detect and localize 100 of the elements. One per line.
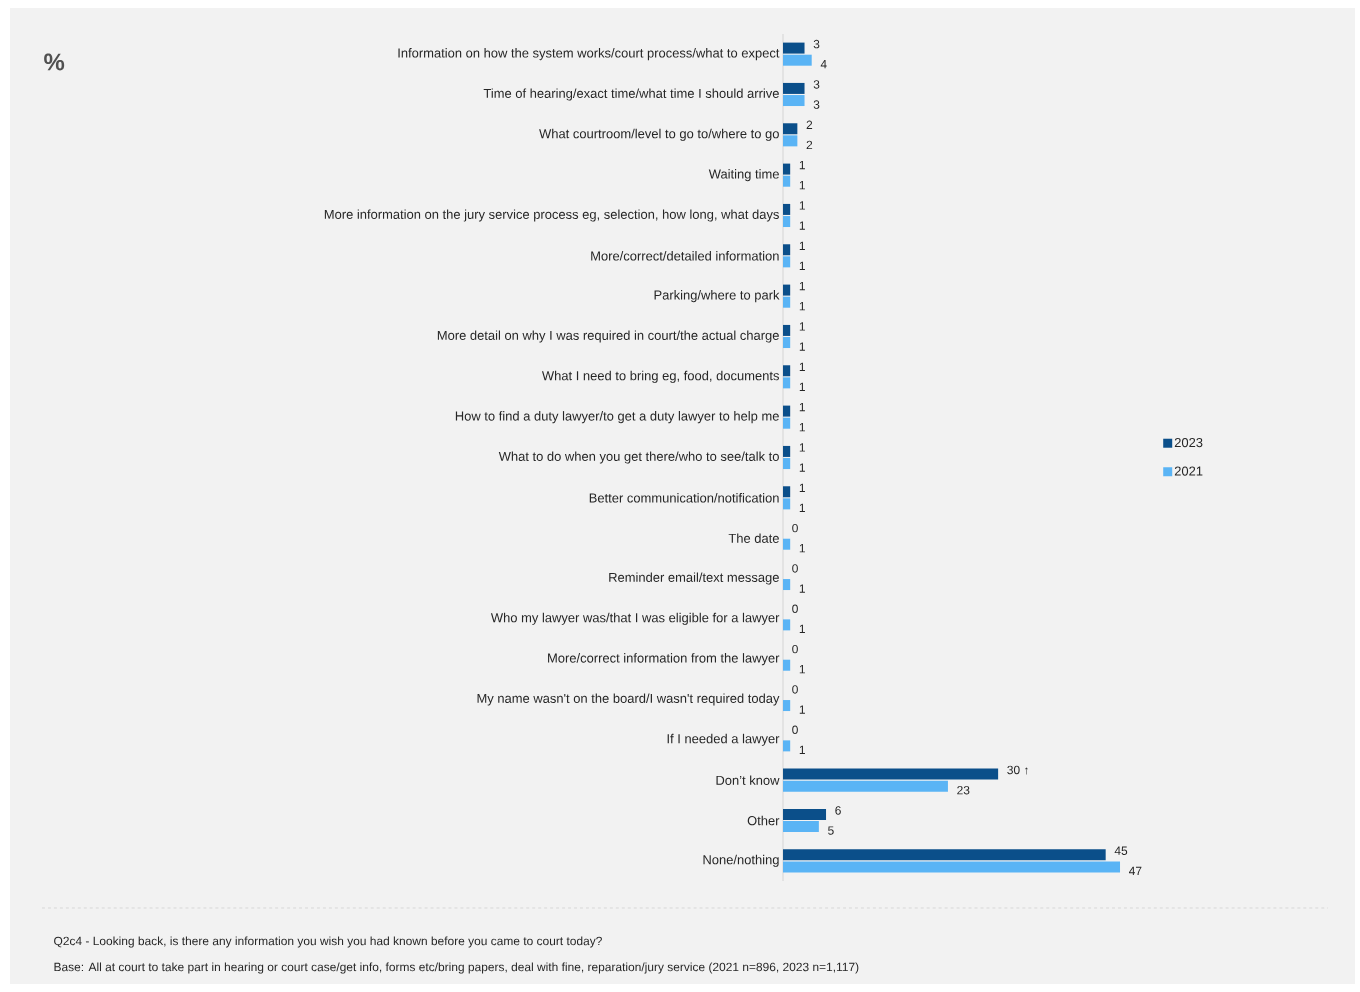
y-tick-label: More information on the jury service process eg, selection, how long, what days — [324, 209, 779, 222]
bar — [783, 538, 791, 550]
data-label: 47 — [1129, 866, 1142, 875]
data-label: 1 — [799, 483, 805, 492]
bar — [783, 700, 791, 712]
bar — [783, 861, 1121, 873]
bar — [783, 95, 805, 107]
y-tick-label: More/correct/detailed information — [591, 251, 779, 261]
bar — [783, 768, 999, 780]
y-tick-label: Reminder email/text message — [609, 572, 779, 585]
bar — [783, 203, 791, 215]
bar — [783, 42, 805, 54]
bar — [783, 244, 791, 256]
bar — [783, 821, 819, 833]
bar — [783, 849, 1106, 861]
data-label: 0 — [792, 644, 798, 654]
bar — [783, 619, 791, 631]
data-label: 1 — [799, 443, 805, 452]
y-tick-label: The date — [728, 533, 779, 543]
text: Q2c4 - Looking back, is there any information you wish you had known before you came to court today? — [54, 936, 602, 948]
bar — [783, 405, 791, 417]
data-label: 0 — [792, 604, 798, 613]
data-label: 3 — [813, 80, 820, 89]
y-tick-label: If I needed a lawyer — [667, 733, 780, 746]
data-label: 30 ↑ — [1007, 765, 1028, 775]
y-tick-label: Parking/where to park — [654, 290, 780, 303]
data-label: 1 — [799, 261, 805, 270]
y-tick-label: How to find a duty lawyer/to get a duty lawyer to help me — [455, 411, 779, 424]
data-label: 3 — [813, 100, 820, 109]
bar — [783, 175, 791, 187]
y-tick-label: Who my lawyer was/that I was eligible for a lawyer — [490, 612, 780, 625]
bar — [783, 377, 791, 389]
data-label: 1 — [799, 160, 805, 170]
data-label: 1 — [799, 282, 805, 291]
data-label: 1 — [799, 362, 805, 371]
data-label: 1 — [799, 382, 805, 391]
data-label: 5 — [828, 826, 834, 835]
legend-label: 2023 — [1174, 437, 1203, 448]
bar — [783, 740, 791, 752]
y-tick-label: Better communication/notification — [589, 493, 779, 503]
text: % — [44, 53, 65, 71]
data-label: 1 — [799, 342, 805, 351]
bar — [783, 417, 791, 429]
bar — [783, 498, 791, 510]
bar — [783, 324, 791, 336]
bar — [783, 659, 791, 671]
bar — [783, 780, 948, 792]
data-label: 1 — [799, 665, 805, 674]
data-label: 1 — [799, 503, 805, 512]
bar — [783, 808, 827, 820]
bar — [783, 216, 791, 228]
data-label: 0 — [792, 725, 798, 734]
data-label: 4 — [820, 60, 827, 69]
text: Base: All at court to take part in hearing or court case/get info, forms etc/bring papers, deal with fine, reparation/jury service (2021 n=896, 2023 n=1,117) — [54, 962, 859, 974]
data-label: 3 — [813, 39, 820, 49]
data-label: 1 — [799, 181, 805, 190]
data-label: 1 — [799, 705, 805, 714]
bar — [783, 123, 798, 135]
data-label: 2 — [806, 140, 813, 150]
y-tick-label: Time of hearing/exact time/what time I should arrive — [483, 88, 779, 101]
bar — [783, 284, 791, 296]
data-label: 1 — [799, 463, 805, 472]
bar — [783, 445, 791, 457]
y-tick-label: More detail on why I was required in court/the actual charge — [437, 330, 779, 343]
y-tick-label: Information on how the system works/court process/what to expect — [398, 48, 780, 61]
data-label: 45 — [1114, 846, 1128, 855]
data-label: 1 — [799, 201, 805, 210]
data-label: 1 — [799, 403, 805, 412]
y-tick-label: What I need to bring eg, food, documents — [541, 370, 779, 383]
bar — [783, 579, 791, 591]
data-label: 1 — [799, 544, 805, 553]
bar — [783, 365, 791, 377]
bar — [783, 54, 812, 66]
bar — [783, 486, 791, 498]
y-tick-label: What to do when you get there/who to see/talk to — [498, 451, 779, 464]
y-tick-label: My name wasn't on the board/I wasn't required today — [477, 693, 780, 706]
y-tick-label: Other — [747, 815, 780, 826]
bar — [783, 82, 805, 94]
y-tick-label: What courtroom/level to go to/where to go — [539, 128, 779, 141]
data-label: 1 — [799, 423, 805, 432]
y-tick-label: Don’t know — [716, 775, 780, 785]
data-label: 2 — [806, 120, 813, 129]
data-label: 6 — [835, 806, 841, 815]
y-tick-label: None/nothing — [703, 854, 779, 867]
y-tick-label: More/correct information from the lawyer — [548, 653, 780, 666]
y-tick-label: Waiting time — [708, 169, 779, 182]
data-label: 0 — [792, 523, 798, 533]
data-label: 0 — [792, 564, 798, 573]
data-label: 0 — [792, 685, 798, 694]
bar — [783, 135, 798, 147]
bar — [783, 256, 791, 268]
data-label: 1 — [799, 322, 805, 331]
data-label: 1 — [799, 302, 805, 311]
bar — [783, 296, 791, 308]
bar — [783, 458, 791, 470]
data-label: 1 — [799, 745, 805, 754]
bar — [783, 337, 791, 349]
data-label: 1 — [799, 221, 805, 230]
bar — [783, 163, 791, 175]
data-label: 23 — [957, 785, 970, 795]
